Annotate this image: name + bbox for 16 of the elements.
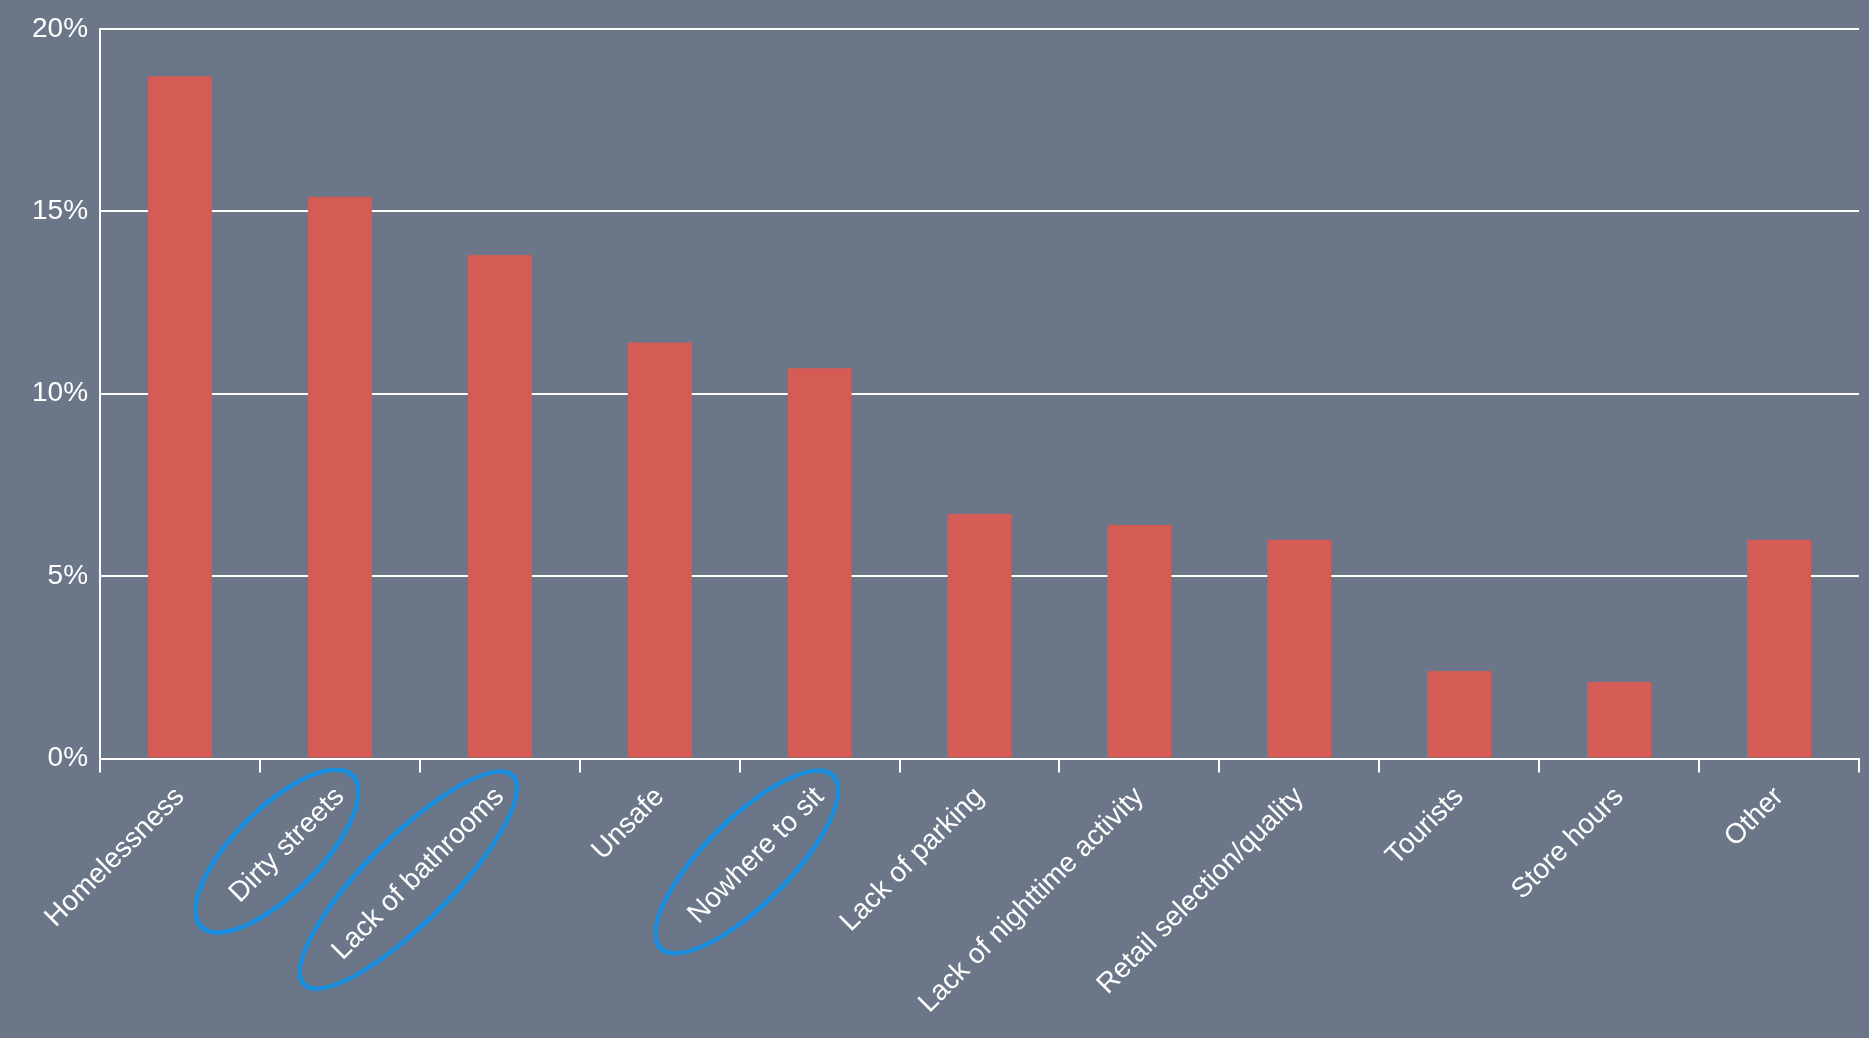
y-tick-label: 20% [31,11,89,43]
bar [787,368,852,758]
bar [307,196,372,758]
bar [1267,539,1332,758]
bar [148,76,212,758]
bar [1747,539,1812,758]
bar [947,514,1012,758]
y-tick-label: 5% [47,558,89,590]
bar [467,255,532,758]
bar [1427,670,1492,758]
bar [1587,681,1652,758]
bar [1107,525,1172,758]
y-tick-label: 15% [31,193,89,225]
bar [627,342,692,758]
y-tick-label: 10% [31,376,89,408]
y-tick-label: 0% [47,741,89,773]
